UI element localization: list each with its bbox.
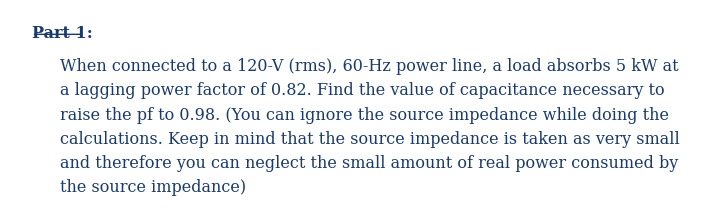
Text: Part 1:: Part 1: [32,25,93,42]
Text: When connected to a 120-V (rms), 60-Hz power line, a load absorbs 5 kW at
a lagg: When connected to a 120-V (rms), 60-Hz p… [60,58,679,196]
